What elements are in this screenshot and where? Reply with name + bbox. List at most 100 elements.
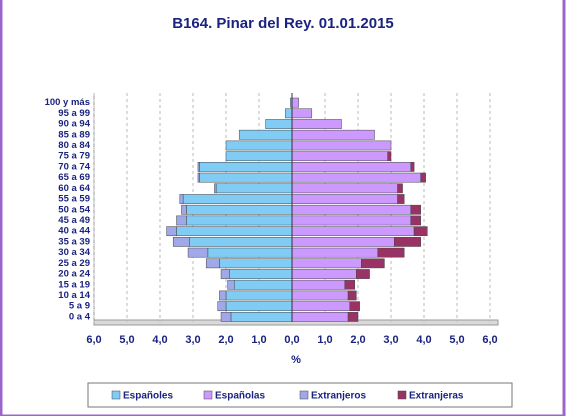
bar (291, 290, 349, 301)
bar (291, 108, 313, 119)
bar (199, 172, 293, 183)
bar (291, 129, 375, 140)
bar (410, 215, 421, 226)
y-tick-label: 35 a 39 (58, 236, 90, 247)
bar (197, 162, 200, 172)
bar (186, 215, 293, 226)
bar (291, 215, 412, 226)
bar (225, 140, 293, 151)
y-tick-label: 50 a 54 (58, 204, 90, 215)
bar (219, 290, 227, 301)
y-tick-label: 60 a 64 (58, 183, 90, 194)
bar (199, 162, 293, 172)
bar (291, 194, 398, 204)
bar (225, 301, 293, 312)
bar (291, 269, 357, 279)
y-tick-label: 75 a 79 (58, 151, 90, 162)
bar (291, 183, 398, 194)
bar (176, 215, 187, 226)
bar (214, 183, 217, 194)
x-tick-label: 3,0 (185, 334, 200, 346)
bar (238, 129, 293, 140)
bar (387, 151, 392, 162)
bar (349, 301, 360, 312)
bar (291, 151, 388, 162)
bar (291, 247, 379, 258)
y-tick-label: 15 a 19 (58, 279, 90, 290)
legend-swatch (111, 390, 121, 400)
y-tick-label: 0 a 4 (69, 311, 91, 322)
bar (265, 119, 293, 129)
bar (420, 172, 426, 183)
legend-label: Españoles (123, 391, 173, 402)
chart-title: B164. Pinar del Rey. 01.01.2015 (172, 15, 394, 32)
y-tick-label: 65 a 69 (58, 172, 90, 183)
bar (166, 226, 177, 237)
y-tick-label: 45 a 49 (58, 215, 90, 226)
bar (219, 258, 293, 269)
y-tick-label: 55 a 59 (58, 194, 90, 205)
bar (397, 183, 403, 194)
bar (291, 204, 412, 215)
x-tick-label: 5,0 (119, 334, 134, 346)
bar (186, 204, 293, 215)
bar (217, 301, 227, 312)
y-tick-label: 25 a 29 (58, 258, 90, 269)
x-tick-label: 6,0 (86, 334, 101, 346)
bar (410, 204, 421, 215)
legend-label: Españolas (215, 391, 265, 402)
bar (356, 269, 370, 279)
bar (229, 269, 293, 279)
x-tick-label: 1,0 (317, 334, 332, 346)
y-tick-label: 90 a 94 (58, 119, 90, 130)
y-tick-label: 85 a 89 (58, 129, 90, 140)
legend-label: Extranjeras (409, 391, 464, 402)
bar (225, 151, 293, 162)
x-tick-label: 6,0 (482, 334, 497, 346)
x-tick-label: 4,0 (416, 334, 431, 346)
x-tick-label: 2,0 (350, 334, 365, 346)
bar (291, 97, 299, 108)
y-tick-label: 10 a 14 (58, 290, 90, 301)
x-tick-label: 4,0 (152, 334, 167, 346)
y-tick-label: 20 a 24 (58, 269, 90, 280)
bar (187, 247, 209, 258)
bar (227, 279, 235, 290)
y-tick-label: 95 a 99 (58, 108, 90, 119)
bar (347, 312, 359, 322)
legend-swatch (299, 390, 309, 400)
bar (291, 162, 412, 172)
y-tick-label: 100 y más (45, 97, 90, 108)
bar (413, 226, 428, 237)
bar (394, 237, 421, 247)
x-axis-label: % (291, 354, 301, 366)
bar (220, 312, 232, 322)
bar (291, 172, 421, 183)
x-tick-label: 3,0 (383, 334, 398, 346)
bar (344, 279, 355, 290)
legend-box (87, 382, 513, 408)
y-tick-label: 40 a 44 (58, 226, 90, 237)
x-tick-label: 0,0 (284, 334, 299, 346)
bar (176, 226, 293, 237)
bar (230, 312, 293, 322)
x-tick-label: 1,0 (251, 334, 266, 346)
bar (410, 162, 415, 172)
bar (291, 301, 350, 312)
bar (182, 194, 293, 204)
bar (291, 140, 392, 151)
y-tick-label: 5 a 9 (69, 301, 90, 312)
y-tick-label: 30 a 34 (58, 247, 90, 258)
bar (197, 172, 200, 183)
bar (234, 279, 293, 290)
bar (291, 119, 342, 129)
bar (291, 226, 415, 237)
bar (361, 258, 385, 269)
bar (291, 237, 395, 247)
y-tick-label: 70 a 74 (58, 161, 90, 172)
bar (291, 258, 362, 269)
bar (347, 290, 357, 301)
bar (215, 183, 293, 194)
